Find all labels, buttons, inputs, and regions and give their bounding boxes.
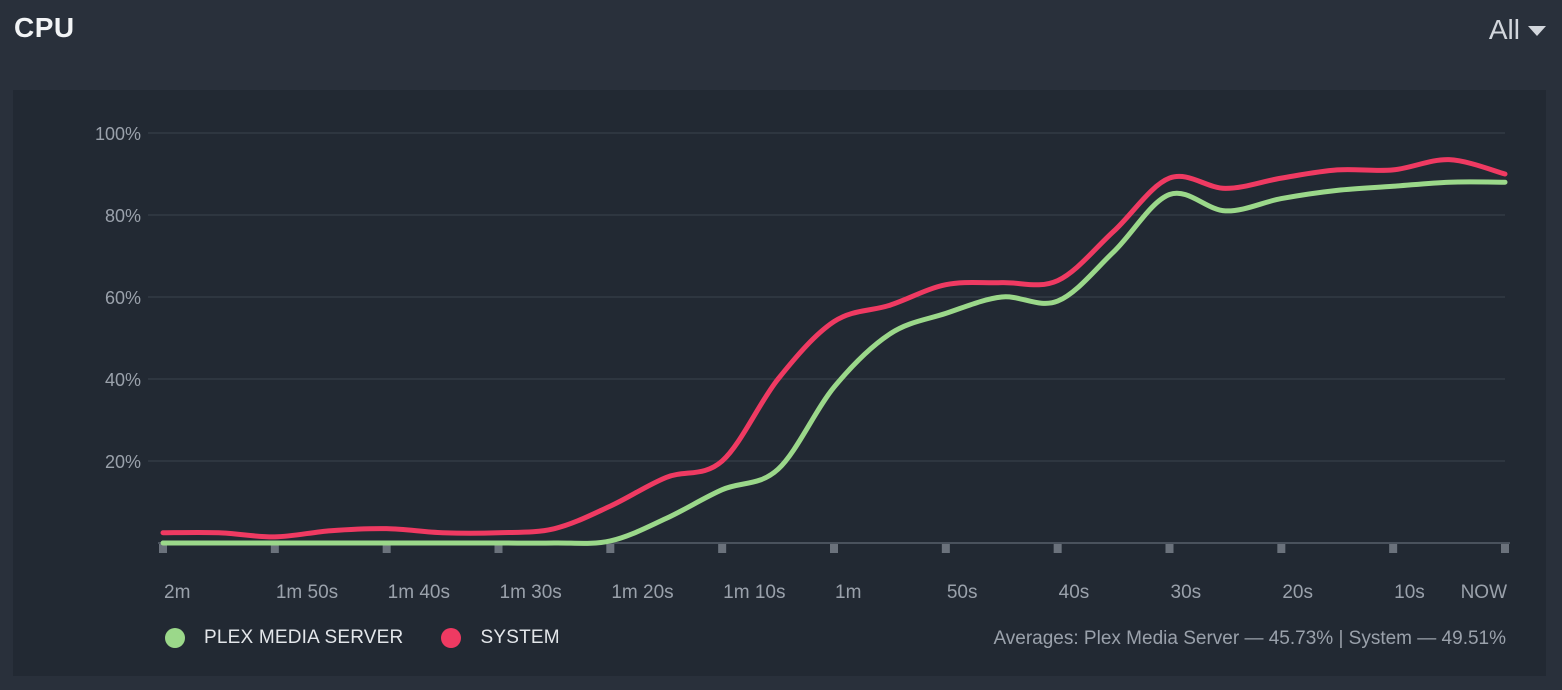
x-tick-mark bbox=[270, 544, 279, 553]
x-tick-label: 1m 10s bbox=[723, 582, 785, 603]
x-tick-label: 1m 20s bbox=[611, 582, 673, 603]
x-tick-mark bbox=[718, 544, 727, 553]
y-tick-label: 40% bbox=[105, 370, 141, 390]
legend-item-system[interactable]: SYSTEM bbox=[441, 627, 560, 649]
y-tick-label: 60% bbox=[105, 288, 141, 308]
y-tick-label: 100% bbox=[95, 124, 141, 144]
x-tick-label: 50s bbox=[947, 582, 978, 603]
chart-area: 20% 40% 60% 80% 100% 2m 1m 50s 1m 40s 1m 30s 1m 2… bbox=[13, 90, 1546, 676]
x-tick-label: 1m 30s bbox=[500, 582, 562, 603]
x-tick-mark bbox=[1165, 544, 1174, 553]
x-tick-mark bbox=[1501, 544, 1509, 553]
legend-item-plex[interactable]: PLEX MEDIA SERVER bbox=[165, 627, 403, 649]
x-tick-mark bbox=[1053, 544, 1062, 553]
legend-dot-system bbox=[441, 628, 462, 648]
series-line-system bbox=[160, 157, 1508, 540]
x-tick-mark bbox=[159, 544, 167, 553]
chart-legend: PLEX MEDIA SERVER SYSTEM bbox=[165, 627, 598, 649]
x-tick-mark bbox=[382, 544, 391, 553]
x-tick-label: 30s bbox=[1171, 582, 1202, 603]
cpu-chart: 20% 40% 60% 80% 100% 2m 1m 50s 1m 40s 1m 30s 1m 2… bbox=[95, 124, 1510, 603]
x-tick-label: 2m bbox=[164, 582, 190, 603]
chevron-down-icon bbox=[1528, 26, 1546, 36]
y-tick-label: 80% bbox=[105, 206, 141, 226]
legend-dot-plex bbox=[165, 628, 185, 648]
x-tick-mark bbox=[1277, 544, 1286, 553]
range-dropdown[interactable]: All bbox=[1489, 12, 1546, 48]
x-tick-label: 1m bbox=[835, 582, 861, 603]
y-tick-label: 20% bbox=[105, 452, 141, 472]
x-tick-mark bbox=[606, 544, 615, 553]
page-title: CPU bbox=[14, 12, 75, 43]
range-dropdown-value: All bbox=[1488, 14, 1520, 45]
x-tick-label: 1m 40s bbox=[388, 582, 450, 603]
x-tick-mark bbox=[941, 544, 950, 553]
averages-summary: Averages: Plex Media Server — 45.73% | S… bbox=[993, 628, 1506, 649]
x-tick-mark bbox=[830, 544, 838, 553]
x-tick-mark bbox=[1389, 544, 1398, 553]
x-tick-label: 20s bbox=[1282, 582, 1313, 603]
x-tick-mark bbox=[494, 544, 503, 553]
x-tick-label: NOW bbox=[1461, 582, 1508, 603]
legend-label-plex: PLEX MEDIA SERVER bbox=[204, 627, 404, 648]
x-tick-label: 40s bbox=[1059, 582, 1090, 603]
x-tick-label: 1m 50s bbox=[276, 582, 338, 603]
series-line-plex bbox=[160, 179, 1508, 546]
legend-label-system: SYSTEM bbox=[480, 627, 560, 648]
x-tick-label: 10s bbox=[1394, 582, 1425, 603]
